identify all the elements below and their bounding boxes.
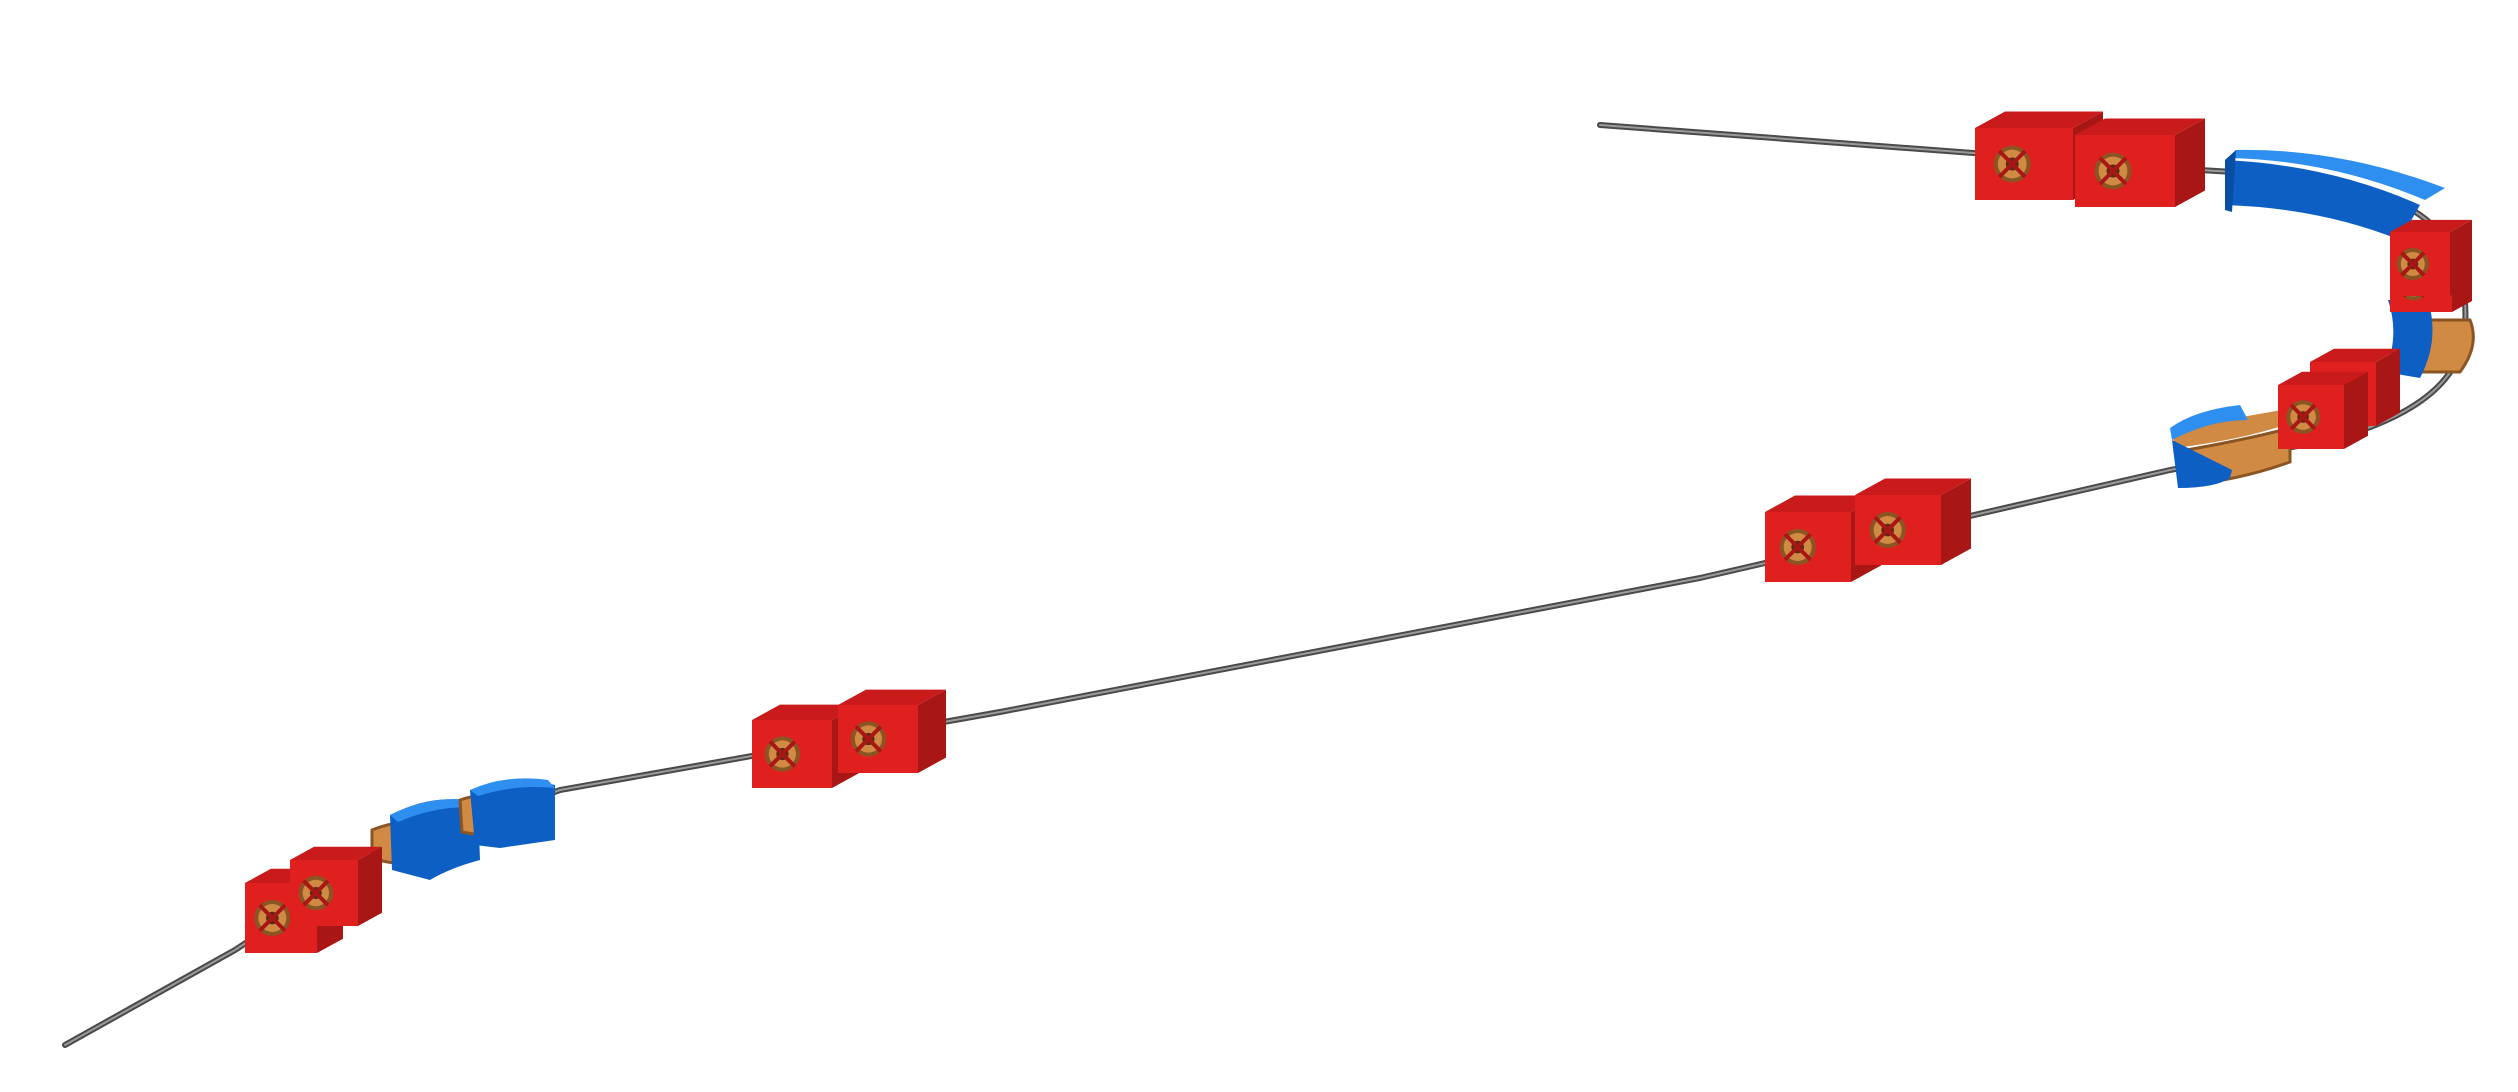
dipole-d2 [458, 778, 555, 848]
quadrupole-pole [2301, 415, 2317, 431]
quadrupole-side-face [1941, 478, 1971, 565]
quadrupole-pole [2289, 403, 2305, 419]
quadrupole-pole [1873, 515, 1890, 532]
quadrupole-pole [1783, 545, 1800, 562]
quadrupole-top-face [1765, 495, 1881, 512]
quadrupole-pole [270, 916, 287, 933]
quadrupole-top-face [290, 846, 382, 860]
quadrupole-pole [1796, 545, 1812, 562]
quadrupole-pole [768, 740, 784, 756]
quadrupole-q6 [1855, 478, 1971, 565]
quadrupole-pole [302, 891, 318, 907]
quadrupole-pole [2411, 251, 2426, 266]
quadrupole-pole [1873, 528, 1890, 545]
quadrupole-pole [866, 737, 883, 753]
dipole-side-face [2225, 160, 2420, 240]
quadrupole-side-face [918, 689, 946, 773]
quadrupole-pole [1886, 528, 1902, 545]
dipole-top-face [470, 778, 555, 796]
quadrupole-pole [2010, 149, 2027, 166]
quadrupole-pole [1997, 162, 2014, 179]
dipole-d4 [2225, 149, 2445, 240]
dipole-coil-upper [2172, 410, 2285, 448]
quadrupole-pole [2098, 156, 2115, 173]
quadrupole-top-face [1975, 111, 2103, 128]
quadrupole-q10 [2278, 371, 2368, 449]
quadrupole-top-face [2075, 118, 2205, 135]
quadrupole-pole [1796, 532, 1812, 549]
dipole-d1 [370, 799, 480, 880]
quadrupole-pole [2411, 262, 2426, 277]
quadrupole-pole [854, 725, 870, 741]
dipole-d3 [2170, 405, 2292, 488]
quadrupole-side-face [2344, 371, 2368, 449]
quadrupole-pole [2289, 415, 2305, 431]
quadrupole-side-face [2450, 219, 2472, 296]
quadrupole-pole [1886, 515, 1902, 532]
quadrupole-q2 [290, 846, 382, 926]
quadrupole-pole [2400, 262, 2415, 277]
quadrupole-top-face [1855, 478, 1971, 495]
quadrupole-pole [2111, 156, 2128, 173]
dipole-top-face [2170, 405, 2248, 440]
quadrupole-pole [1783, 532, 1800, 549]
dipole-side-face [390, 799, 480, 880]
quadrupole-pole [2010, 162, 2027, 179]
quadrupole-q4 [838, 689, 946, 773]
quadrupole-pole [1997, 149, 2014, 166]
quadrupole-top-face [2310, 348, 2400, 362]
quadrupole-pole [866, 725, 883, 741]
quadrupole-pole [780, 740, 797, 756]
dipole-side-face [2172, 440, 2232, 488]
quadrupole-q8 [2075, 118, 2205, 207]
quadrupole-pole [2111, 169, 2128, 186]
quadrupole-side-face [2376, 348, 2400, 426]
quadrupole-top-face [752, 704, 860, 720]
dipole-top-face [390, 799, 480, 822]
quadrupole-pole [314, 879, 330, 895]
quadrupole-pole [2301, 403, 2317, 419]
dipole-end-face [2225, 150, 2236, 212]
quadrupole-q9 [2390, 219, 2472, 296]
quadrupole-pole [780, 752, 797, 768]
quadrupole-pole [258, 916, 274, 933]
dipole-side-face [470, 781, 555, 848]
quadrupole-top-face [838, 689, 946, 705]
quadrupole-pole [2400, 251, 2415, 266]
quadrupole-pole [314, 891, 330, 907]
quadrupole-pole [302, 879, 318, 895]
quadrupole-side-face [358, 846, 382, 926]
quadrupole-pole [854, 737, 870, 753]
quadrupole-top-face [2278, 371, 2368, 385]
magnet-layer [245, 111, 2475, 953]
quadrupole-pole [258, 903, 274, 920]
quadrupole-pole [768, 752, 784, 768]
quadrupole-pole [270, 903, 287, 920]
dipole-top-face [2228, 149, 2445, 200]
quadrupole-side-face [2175, 118, 2205, 207]
quadrupole-pole [2098, 169, 2115, 186]
quadrupole-top-face [2390, 219, 2472, 232]
